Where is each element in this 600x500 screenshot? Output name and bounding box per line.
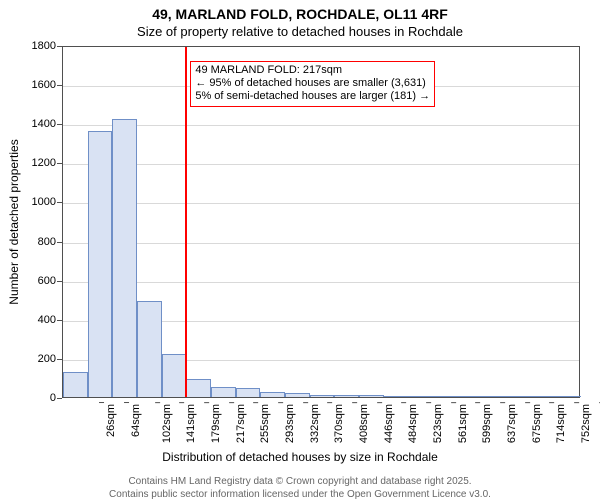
chart-root: { "canvas": { "width": 600, "height": 50… (0, 0, 600, 500)
annotation-line-1: ← 95% of detached houses are smaller (3,… (195, 77, 430, 90)
x-tick: 332sqm (309, 404, 321, 443)
y-tick: 1200 (32, 157, 56, 169)
y-tick: 400 (38, 314, 56, 326)
histogram-bar (334, 395, 359, 397)
chart-title-line1: 49, MARLAND FOLD, ROCHDALE, OL11 4RF (0, 6, 600, 22)
footer-line-1: Contains HM Land Registry data © Crown c… (0, 476, 600, 489)
histogram-bar (186, 379, 211, 397)
chart-title-line2: Size of property relative to detached ho… (0, 24, 600, 39)
x-tick: 370sqm (333, 404, 345, 443)
histogram-bar (236, 388, 261, 397)
x-tick: 179sqm (210, 404, 222, 443)
histogram-bar (211, 387, 236, 397)
histogram-bar (112, 119, 137, 397)
y-tick: 1400 (32, 118, 56, 130)
histogram-bar (532, 396, 557, 397)
histogram-bar (482, 396, 507, 397)
y-tick: 800 (38, 236, 56, 248)
annotation-line-2: 5% of semi-detached houses are larger (1… (195, 90, 430, 103)
y-tick: 200 (38, 353, 56, 365)
y-tick: 1600 (32, 79, 56, 91)
y-axis-label: Number of detached properties (7, 139, 21, 304)
histogram-bar (433, 396, 458, 397)
x-axis-label: Distribution of detached houses by size … (0, 450, 600, 464)
y-tick: 1000 (32, 196, 56, 208)
y-tick: 0 (50, 392, 56, 404)
x-tick: 64sqm (130, 404, 142, 437)
histogram-bar (384, 396, 409, 397)
x-tick: 752sqm (580, 404, 592, 443)
histogram-bar (310, 395, 335, 397)
y-tick: 600 (38, 275, 56, 287)
plot-area: 49 MARLAND FOLD: 217sqm ← 95% of detache… (62, 46, 580, 398)
x-tick: 141sqm (185, 404, 197, 443)
x-tick: 637sqm (506, 404, 518, 443)
x-tick: 561sqm (457, 404, 469, 443)
histogram-bar (88, 131, 113, 397)
annotation-box: 49 MARLAND FOLD: 217sqm ← 95% of detache… (190, 61, 435, 107)
histogram-bar (63, 372, 88, 397)
footer-line-2: Contains public sector information licen… (0, 489, 600, 500)
x-tick: 217sqm (235, 404, 247, 443)
footer-attribution: Contains HM Land Registry data © Crown c… (0, 476, 600, 500)
x-tick: 293sqm (284, 404, 296, 443)
x-tick: 484sqm (407, 404, 419, 443)
marker-line (185, 47, 187, 397)
histogram-bar (458, 396, 483, 397)
x-tick: 255sqm (259, 404, 271, 443)
x-tick: 523sqm (432, 404, 444, 443)
y-tick: 1800 (32, 40, 56, 52)
histogram-bar (556, 396, 581, 397)
x-tick: 102sqm (161, 404, 173, 443)
histogram-bar (285, 393, 310, 397)
x-tick: 675sqm (531, 404, 543, 443)
x-tick: 446sqm (383, 404, 395, 443)
histogram-bar (359, 395, 384, 397)
x-tick: 26sqm (105, 404, 117, 437)
histogram-bar (507, 396, 532, 397)
histogram-bar (162, 354, 187, 397)
x-tick: 599sqm (481, 404, 493, 443)
x-tick: 714sqm (555, 404, 567, 443)
histogram-bar (137, 301, 162, 397)
histogram-bar (408, 396, 433, 397)
x-tick: 408sqm (358, 404, 370, 443)
histogram-bar (260, 392, 285, 397)
annotation-header: 49 MARLAND FOLD: 217sqm (195, 64, 430, 77)
